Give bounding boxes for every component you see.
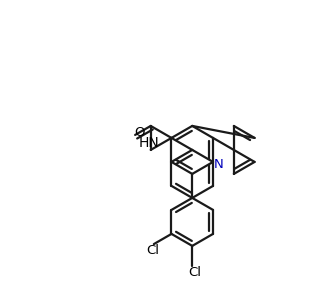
Text: N: N bbox=[214, 158, 223, 171]
Text: Cl: Cl bbox=[146, 244, 159, 257]
Text: O: O bbox=[134, 126, 145, 138]
Text: HN: HN bbox=[139, 136, 160, 151]
Text: Cl: Cl bbox=[188, 266, 201, 279]
